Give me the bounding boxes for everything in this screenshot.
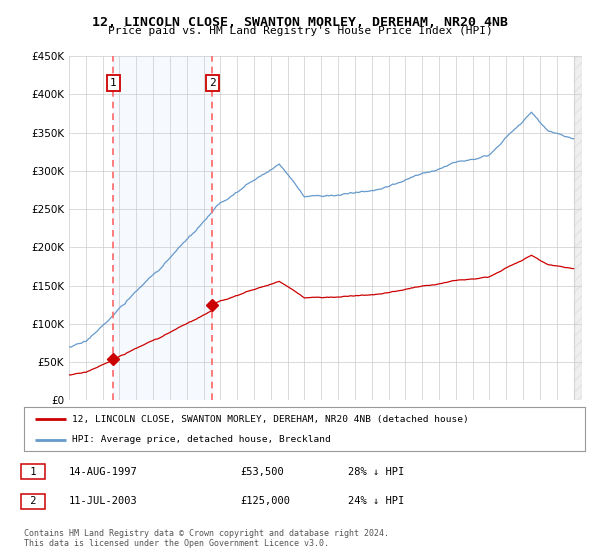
Text: £53,500: £53,500 — [240, 466, 284, 477]
Text: 12, LINCOLN CLOSE, SWANTON MORLEY, DEREHAM, NR20 4NB (detached house): 12, LINCOLN CLOSE, SWANTON MORLEY, DEREH… — [71, 415, 469, 424]
Text: 14-AUG-1997: 14-AUG-1997 — [69, 466, 138, 477]
Text: 1: 1 — [24, 466, 43, 477]
Text: 2: 2 — [24, 496, 43, 506]
Text: 24% ↓ HPI: 24% ↓ HPI — [348, 496, 404, 506]
Text: HPI: Average price, detached house, Breckland: HPI: Average price, detached house, Brec… — [71, 435, 331, 445]
Text: 28% ↓ HPI: 28% ↓ HPI — [348, 466, 404, 477]
Text: 12, LINCOLN CLOSE, SWANTON MORLEY, DEREHAM, NR20 4NB: 12, LINCOLN CLOSE, SWANTON MORLEY, DEREH… — [92, 16, 508, 29]
Text: Price paid vs. HM Land Registry's House Price Index (HPI): Price paid vs. HM Land Registry's House … — [107, 26, 493, 36]
Text: Contains HM Land Registry data © Crown copyright and database right 2024.
This d: Contains HM Land Registry data © Crown c… — [24, 529, 389, 548]
Text: £125,000: £125,000 — [240, 496, 290, 506]
Text: 1: 1 — [110, 78, 116, 88]
Text: 2: 2 — [209, 78, 216, 88]
Text: 11-JUL-2003: 11-JUL-2003 — [69, 496, 138, 506]
Bar — [574, 56, 582, 400]
Bar — [113, 56, 212, 400]
